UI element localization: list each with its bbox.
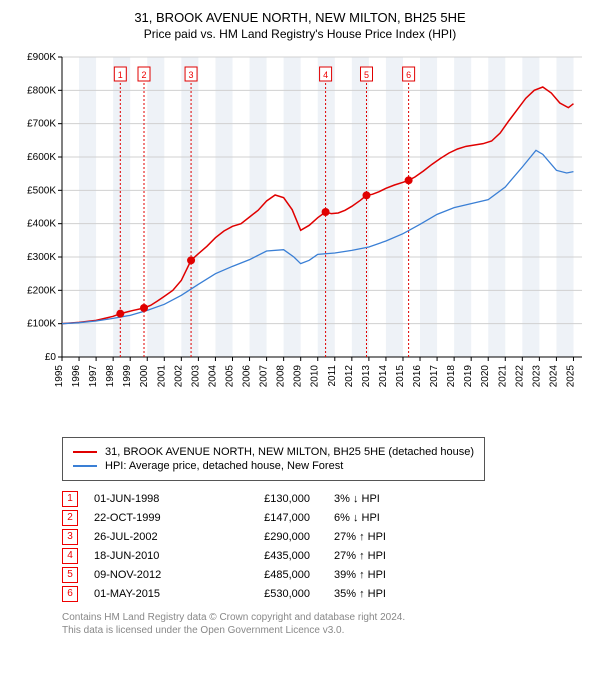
event-pct: 39% ↑ HPI <box>334 569 444 581</box>
svg-text:6: 6 <box>406 70 411 80</box>
svg-text:1998: 1998 <box>105 365 116 388</box>
legend-swatch <box>73 465 97 467</box>
event-number: 4 <box>62 548 78 564</box>
event-price: £130,000 <box>220 493 318 505</box>
svg-text:£300K: £300K <box>27 252 56 263</box>
svg-text:2013: 2013 <box>361 365 372 388</box>
svg-text:£900K: £900K <box>27 52 56 63</box>
svg-text:2008: 2008 <box>276 365 287 388</box>
event-number: 1 <box>62 491 78 507</box>
event-row: 5 09-NOV-2012 £485,000 39% ↑ HPI <box>62 567 588 583</box>
footer-copyright: Contains HM Land Registry data © Crown c… <box>62 612 588 623</box>
event-price: £530,000 <box>220 588 318 600</box>
svg-text:2024: 2024 <box>548 365 559 388</box>
event-date: 22-OCT-1999 <box>94 512 204 524</box>
event-date: 01-JUN-1998 <box>94 493 204 505</box>
svg-text:1997: 1997 <box>88 365 99 388</box>
svg-text:4: 4 <box>323 70 328 80</box>
svg-text:2007: 2007 <box>259 365 270 388</box>
svg-text:2015: 2015 <box>395 365 406 388</box>
svg-text:1996: 1996 <box>71 365 82 388</box>
svg-text:2021: 2021 <box>497 365 508 388</box>
svg-text:2000: 2000 <box>139 365 150 388</box>
event-row: 1 01-JUN-1998 £130,000 3% ↓ HPI <box>62 491 588 507</box>
svg-text:2010: 2010 <box>310 365 321 388</box>
page-subtitle: Price paid vs. HM Land Registry's House … <box>12 27 588 41</box>
legend-row: HPI: Average price, detached house, New … <box>73 460 474 472</box>
page-title: 31, BROOK AVENUE NORTH, NEW MILTON, BH25… <box>12 10 588 25</box>
svg-text:2001: 2001 <box>156 365 167 388</box>
event-number: 5 <box>62 567 78 583</box>
event-number: 6 <box>62 586 78 602</box>
legend-label: 31, BROOK AVENUE NORTH, NEW MILTON, BH25… <box>105 446 474 458</box>
svg-text:2002: 2002 <box>173 365 184 388</box>
event-pct: 35% ↑ HPI <box>334 588 444 600</box>
svg-text:2023: 2023 <box>531 365 542 388</box>
event-date: 26-JUL-2002 <box>94 531 204 543</box>
svg-text:£600K: £600K <box>27 152 56 163</box>
legend-label: HPI: Average price, detached house, New … <box>105 460 343 472</box>
svg-text:2018: 2018 <box>446 365 457 388</box>
svg-text:3: 3 <box>189 70 194 80</box>
event-row: 4 18-JUN-2010 £435,000 27% ↑ HPI <box>62 548 588 564</box>
event-number: 2 <box>62 510 78 526</box>
event-pct: 6% ↓ HPI <box>334 512 444 524</box>
svg-text:2025: 2025 <box>565 365 576 388</box>
event-pct: 27% ↑ HPI <box>334 550 444 562</box>
event-price: £290,000 <box>220 531 318 543</box>
event-row: 2 22-OCT-1999 £147,000 6% ↓ HPI <box>62 510 588 526</box>
svg-text:2003: 2003 <box>190 365 201 388</box>
footer-licence: This data is licensed under the Open Gov… <box>62 625 588 636</box>
event-date: 18-JUN-2010 <box>94 550 204 562</box>
svg-text:£100K: £100K <box>27 319 56 330</box>
legend-swatch <box>73 451 97 453</box>
event-row: 6 01-MAY-2015 £530,000 35% ↑ HPI <box>62 586 588 602</box>
svg-text:1995: 1995 <box>54 365 65 388</box>
event-pct: 27% ↑ HPI <box>334 531 444 543</box>
svg-text:2005: 2005 <box>224 365 235 388</box>
event-date: 01-MAY-2015 <box>94 588 204 600</box>
event-number: 3 <box>62 529 78 545</box>
sale-events-table: 1 01-JUN-1998 £130,000 3% ↓ HPI 2 22-OCT-1999… <box>62 491 588 602</box>
svg-text:1: 1 <box>118 70 123 80</box>
svg-text:5: 5 <box>364 70 369 80</box>
price-chart: £0 £100K £200K £300K £400K £500K £600K £700K £80… <box>12 47 588 427</box>
svg-text:£700K: £700K <box>27 119 56 130</box>
svg-text:2011: 2011 <box>327 365 338 387</box>
event-date: 09-NOV-2012 <box>94 569 204 581</box>
svg-text:£200K: £200K <box>27 285 56 296</box>
svg-text:2020: 2020 <box>480 365 491 388</box>
svg-text:2022: 2022 <box>514 365 525 388</box>
svg-text:2009: 2009 <box>293 365 304 388</box>
event-price: £435,000 <box>220 550 318 562</box>
svg-text:2014: 2014 <box>378 365 389 388</box>
event-price: £485,000 <box>220 569 318 581</box>
svg-text:2004: 2004 <box>207 365 218 388</box>
svg-text:2016: 2016 <box>412 365 423 388</box>
chart-legend: 31, BROOK AVENUE NORTH, NEW MILTON, BH25… <box>62 437 485 481</box>
svg-text:£500K: £500K <box>27 185 56 196</box>
event-row: 3 26-JUL-2002 £290,000 27% ↑ HPI <box>62 529 588 545</box>
svg-text:2017: 2017 <box>429 365 440 388</box>
legend-row: 31, BROOK AVENUE NORTH, NEW MILTON, BH25… <box>73 446 474 458</box>
svg-text:£800K: £800K <box>27 85 56 96</box>
svg-text:£400K: £400K <box>27 219 56 230</box>
svg-text:£0: £0 <box>45 352 57 363</box>
svg-text:2: 2 <box>141 70 146 80</box>
svg-text:1999: 1999 <box>122 365 133 388</box>
event-price: £147,000 <box>220 512 318 524</box>
svg-text:2006: 2006 <box>242 365 253 388</box>
event-pct: 3% ↓ HPI <box>334 493 444 505</box>
svg-text:2012: 2012 <box>344 365 355 388</box>
svg-text:2019: 2019 <box>463 365 474 388</box>
